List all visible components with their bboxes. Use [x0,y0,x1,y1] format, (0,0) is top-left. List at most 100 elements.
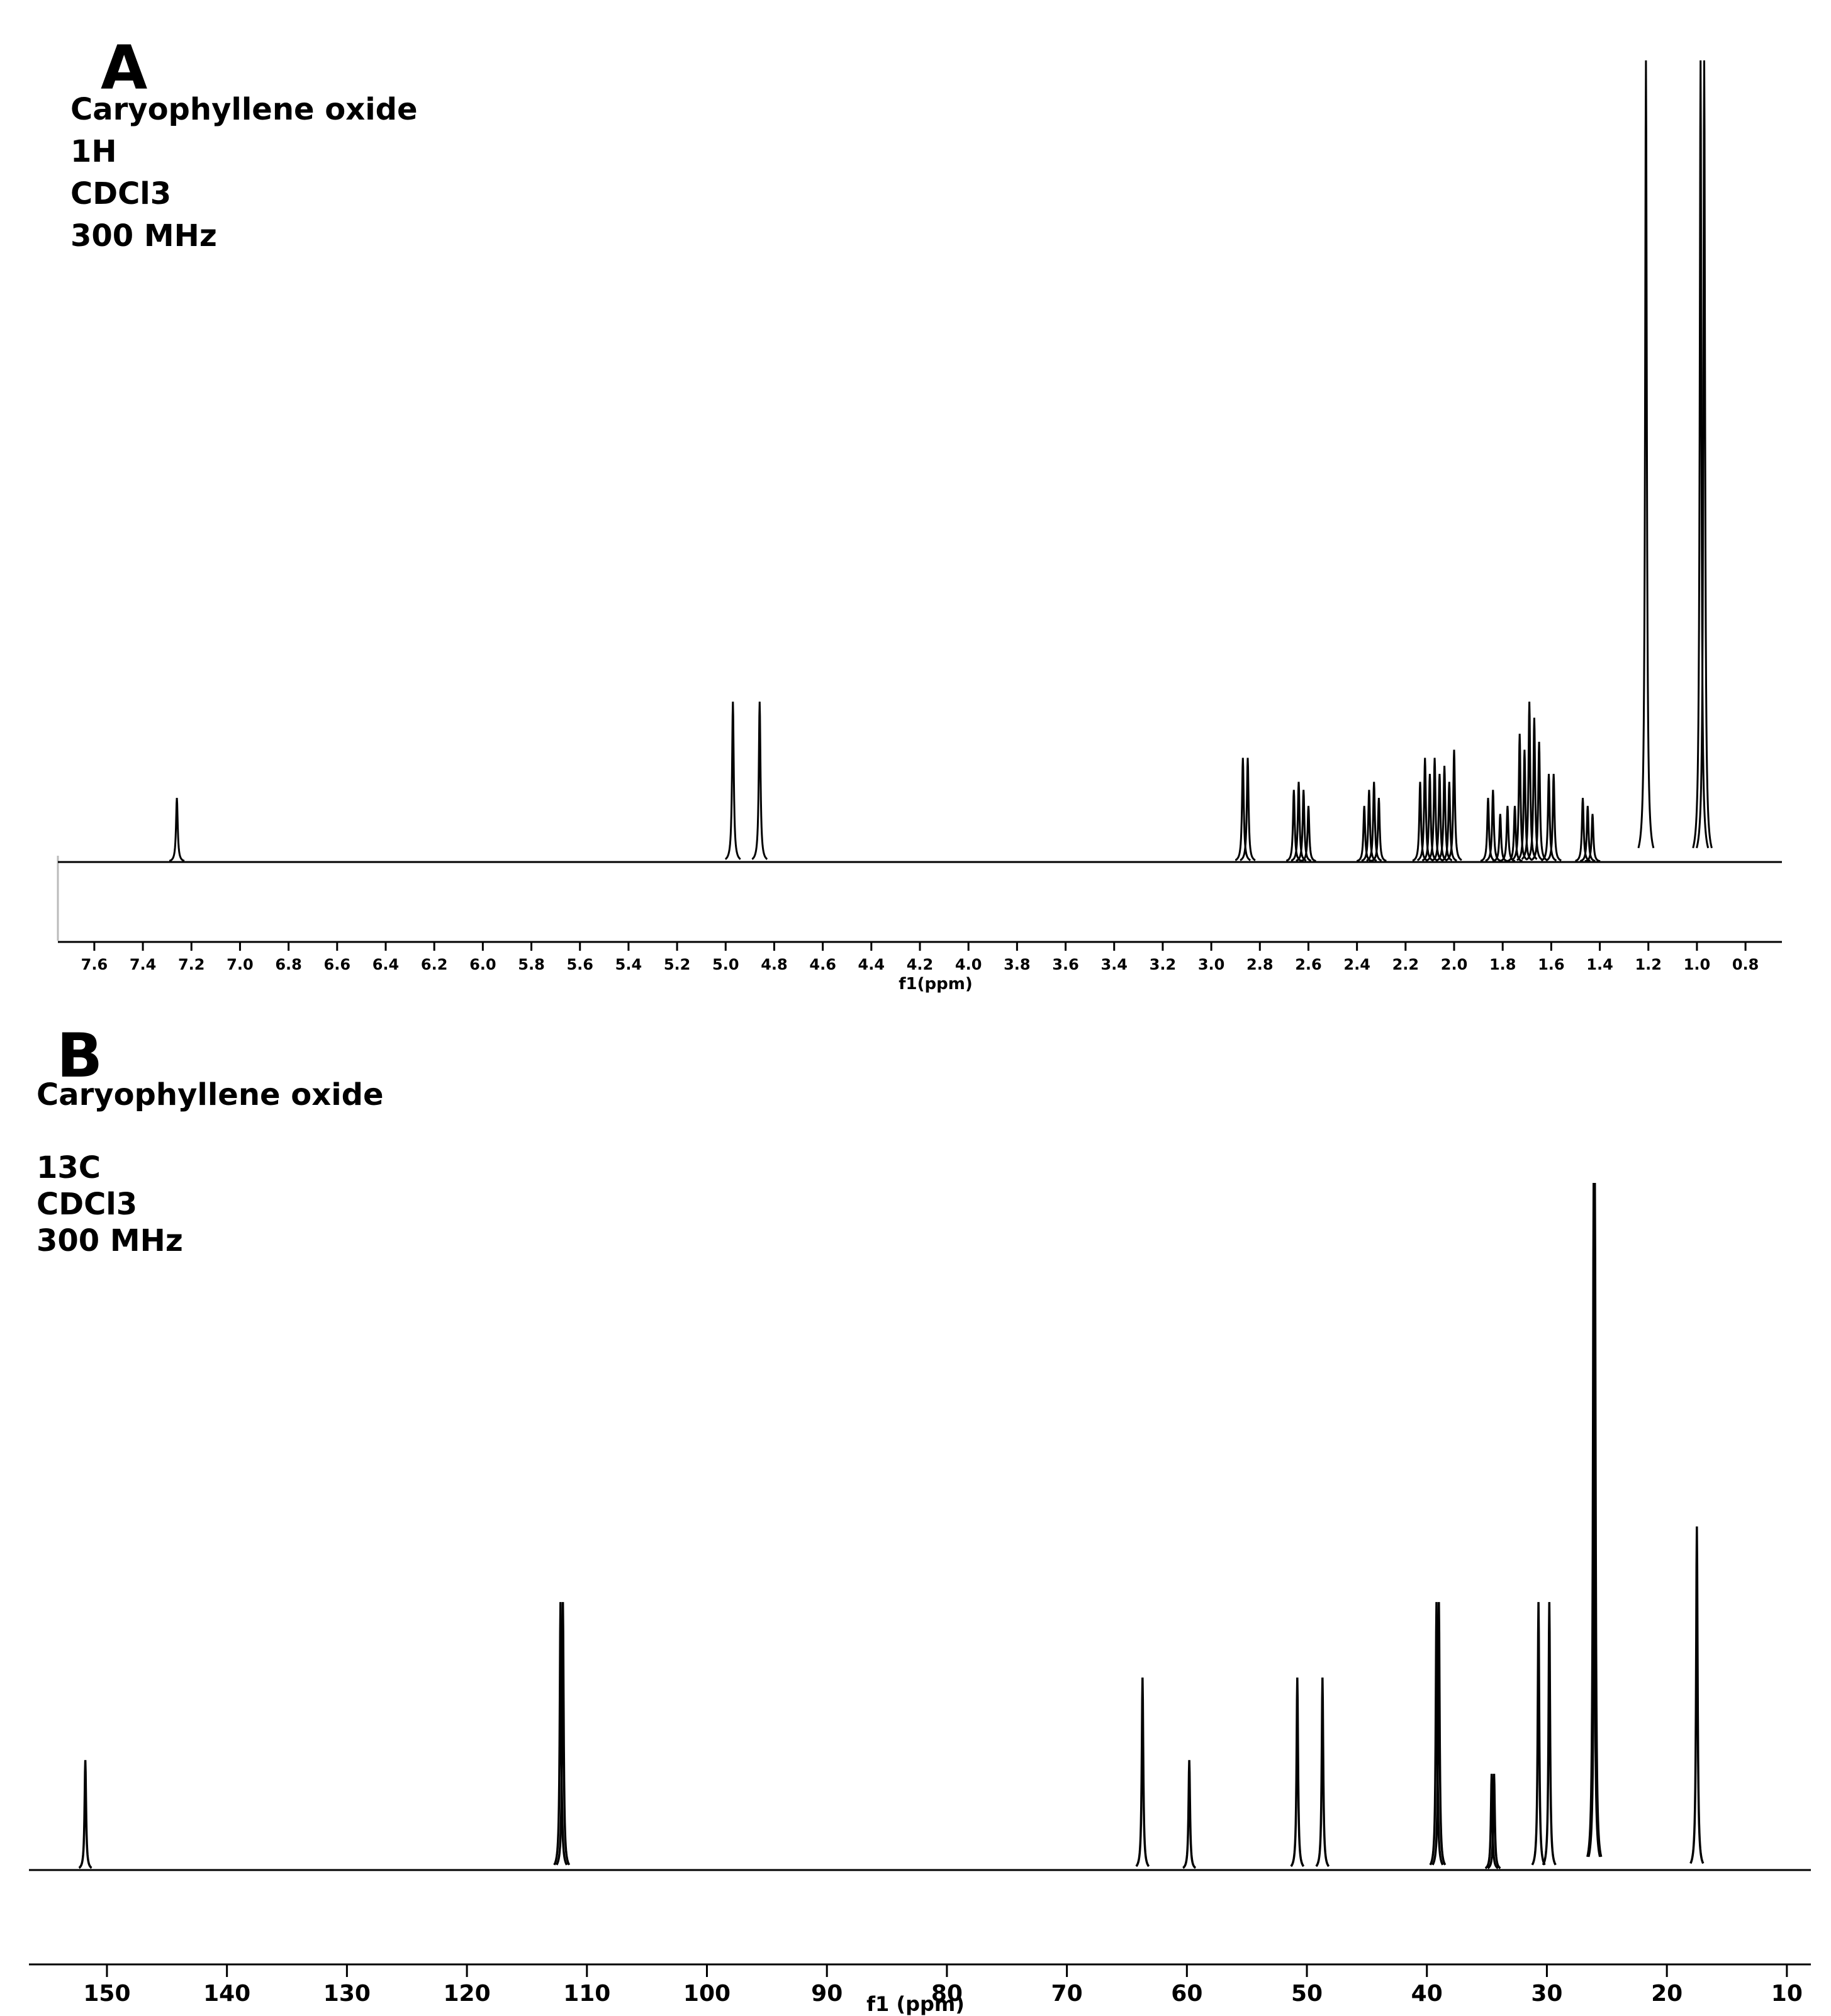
h1-peak [1580,805,1596,862]
h1-peak [1301,805,1316,862]
c13-tick-label: 100 [683,1981,731,2007]
h1-peak [725,702,741,860]
panel-label-b: B [57,1021,103,1091]
h1-tick-label: 7.6 [81,956,108,973]
c13-tick-label: 10 [1771,1981,1803,2007]
h1-tick-label: 3.0 [1198,956,1225,973]
h1-peak [1296,790,1312,862]
h1-tick-label: 3.6 [1052,956,1079,973]
c13-peak [1587,1182,1603,1857]
h1-tick-label: 1.4 [1586,956,1613,973]
h1-peak [1366,781,1382,862]
compound-name-b: Caryophyllene oxide [36,1077,384,1112]
h1-tick-label: 1.0 [1684,956,1711,973]
h1-x-axis-title: f1(ppm) [899,975,972,994]
c13-x-axis-title: f1 (ppm) [866,1992,965,2016]
c13-tick-label: 70 [1051,1981,1083,2007]
frequency-a: 300 MHz [70,218,217,254]
solvent-b: CDCl3 [36,1187,138,1222]
h1-tick-label: 5.8 [518,956,545,973]
h1-tick-label: 2.0 [1441,956,1468,973]
h1-tick-label: 5.6 [566,956,593,973]
h1-peak [1545,773,1562,861]
h1-peak [1485,790,1501,862]
c13-peak [1531,1602,1546,1866]
c13-tick-label: 120 [444,1981,491,2007]
h1-peak [1507,805,1523,862]
c13-tick-label: 150 [83,1981,130,2007]
panel-b: B Caryophyllene oxide 13C CDCl3 300 MHz … [0,1007,1831,2016]
c13-peak [1431,1602,1447,1866]
c13-peak [1135,1677,1150,1868]
h1-peak [1540,773,1557,861]
nucleus-a: 1H [70,134,117,169]
h1-nmr-spectrum: 7.6 7.4 7.2 7.0 6.8 6.6 6.4 6.2 6.0 5.8 5.6 5.4 5.2 5… [57,60,1782,994]
c13-tick-label: 60 [1171,1981,1202,2007]
h1-tick-label: 2.4 [1343,956,1370,973]
h1-tick-label: 2.2 [1392,956,1419,973]
compound-name-a: Caryophyllene oxide [70,92,418,127]
h1-tick-label: 6.2 [421,956,448,973]
h1-peak [1446,749,1462,861]
panel-label-a: A [101,33,148,103]
h1-tick-label: 2.8 [1246,956,1274,973]
c13-tick-label: 140 [203,1981,250,2007]
c13-peak [553,1602,568,1866]
c13-peak [78,1760,92,1869]
h1-peak [1240,758,1256,861]
h1-tick-label: 4.0 [955,956,982,973]
h1-tick-label: 6.6 [324,956,351,973]
c13-tick-label: 30 [1531,1981,1562,2007]
c13-nmr-spectrum: 150 140 130 120 110 100 90 80 70 60 50 40 30 20 10 f1 (… [29,1182,1811,2016]
c13-peak [1315,1677,1330,1868]
c13-peak [1586,1182,1601,1857]
c13-tick-label: 90 [811,1981,843,2007]
c13-peak [1484,1774,1499,1869]
nucleus-b: 13C [36,1150,101,1185]
h1-tick-label: 1.6 [1538,956,1565,973]
h1-peak [1637,60,1655,849]
h1-peak [1371,798,1387,862]
h1-tick-label: 5.2 [664,956,691,973]
h1-peak [1526,717,1543,861]
h1-peak [1492,814,1508,863]
h1-tick-label: 4.6 [809,956,836,973]
c13-peak [1290,1677,1305,1868]
h1-peak [751,702,768,860]
c13-peak [1689,1526,1705,1864]
c13-peak [1182,1760,1197,1869]
h1-peak [1584,814,1601,863]
c13-peak [556,1602,571,1866]
h1-tick-label: 7.0 [227,956,254,973]
panel-a: A Caryophyllene oxide 1H CDCl3 300 MHz 7… [0,0,1831,1007]
h1-tick-label: 7.2 [178,956,205,973]
c13-peak [1429,1602,1444,1866]
c13-tick-label: 130 [323,1981,371,2007]
h1-tick-label: 0.8 [1732,956,1759,973]
frequency-b: 300 MHz [36,1223,183,1258]
h1-peak [1235,758,1251,861]
h1-tick-label: 4.8 [761,956,788,973]
c13-tick-label: 110 [563,1981,610,2007]
h1-tick-label: 2.6 [1295,956,1322,973]
h1-tick-label: 1.8 [1489,956,1516,973]
h1-tick-label: 5.0 [712,956,739,973]
h1-tick-label: 7.4 [130,956,157,973]
h1-tick-label: 3.8 [1004,956,1031,973]
c13-tick-label: 40 [1411,1981,1443,2007]
h1-peak [1696,60,1713,849]
h1-peak [169,798,185,862]
h1-peak [1692,60,1710,849]
h1-tick-label: 4.2 [907,956,934,973]
c13-peak [1542,1602,1557,1866]
h1-tick-label: 5.4 [615,956,642,973]
c13-tick-label: 80 [931,1981,963,2007]
solvent-a: CDCl3 [70,176,172,211]
h1-tick-label: 1.2 [1635,956,1662,973]
c13-tick-label: 50 [1291,1981,1323,2007]
h1-tick-label: 3.2 [1150,956,1177,973]
h1-tick-label: 3.4 [1100,956,1128,973]
h1-peak [1480,798,1496,862]
h1-tick-label: 6.4 [372,956,400,973]
c13-peak [1487,1774,1501,1869]
